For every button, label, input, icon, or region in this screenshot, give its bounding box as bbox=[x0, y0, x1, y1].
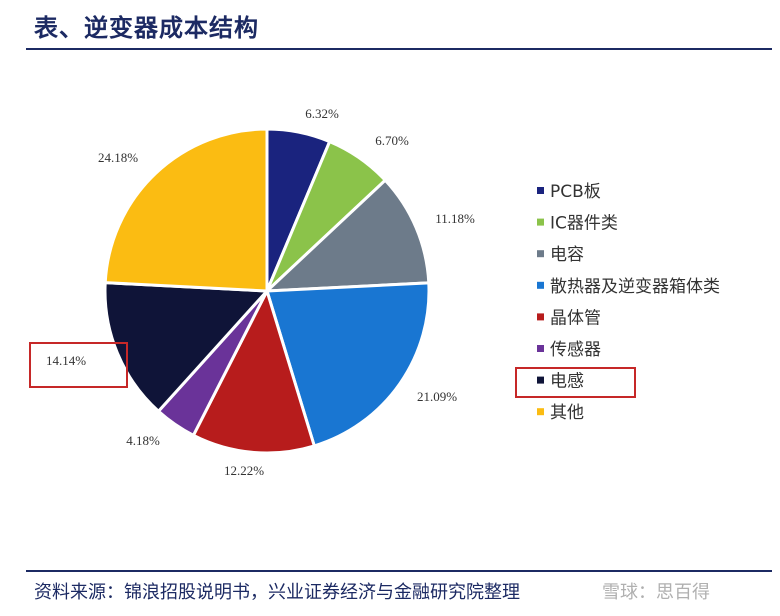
slice-label-2: 6.70% bbox=[375, 133, 409, 148]
legend-label-1: PCB板 bbox=[550, 182, 601, 202]
pie-chart: 6.32% 6.70% 11.18% 21.09% 12.22% 4.18% 14.14% 2… bbox=[29, 106, 720, 478]
legend-swatch-3 bbox=[537, 250, 544, 258]
legend-swatch-2 bbox=[537, 218, 544, 226]
legend-swatch-7 bbox=[537, 376, 544, 384]
legend-swatch-1 bbox=[537, 187, 544, 194]
footer-divider bbox=[26, 570, 772, 572]
source-note: 资料来源：锦浪招股说明书，兴业证券经济与金融研究院整理 bbox=[34, 582, 520, 603]
legend-label-6: 传感器 bbox=[550, 340, 601, 360]
page-title: 表、逆变器成本结构 bbox=[34, 14, 259, 42]
pie-slice-8 bbox=[103, 127, 269, 293]
title-divider bbox=[26, 48, 772, 50]
pie-slice-3 bbox=[262, 178, 431, 293]
slice-label-5: 12.22% bbox=[224, 463, 264, 478]
legend-label-2: IC器件类 bbox=[550, 214, 618, 234]
legend-label-8: 其他 bbox=[550, 403, 584, 423]
slice-label-4: 21.09% bbox=[417, 389, 457, 404]
legend-label-5: 晶体管 bbox=[550, 308, 601, 328]
pie-slice-5 bbox=[191, 287, 317, 455]
slice-label-8: 24.18% bbox=[98, 150, 138, 165]
highlight-box-legend bbox=[515, 367, 636, 398]
watermark: 雪球：思百得 bbox=[602, 582, 710, 603]
pie-slice-7 bbox=[103, 281, 271, 414]
legend-swatch-5 bbox=[537, 313, 544, 321]
slice-label-6: 4.18% bbox=[126, 433, 160, 448]
slice-label-3: 11.18% bbox=[435, 211, 475, 226]
slice-label-1: 6.32% bbox=[305, 106, 339, 121]
legend-swatch-4 bbox=[537, 281, 544, 289]
pie-slice-4 bbox=[265, 281, 431, 448]
legend-label-3: 电容 bbox=[550, 245, 584, 265]
legend-label-4: 散热器及逆变器箱体类 bbox=[550, 277, 720, 297]
slice-label-7: 14.14% bbox=[46, 353, 86, 368]
legend-label-7: 电感 bbox=[550, 372, 584, 392]
legend-swatch-6 bbox=[537, 345, 544, 352]
legend-swatch-8 bbox=[537, 408, 544, 416]
highlight-box-label bbox=[29, 342, 128, 388]
